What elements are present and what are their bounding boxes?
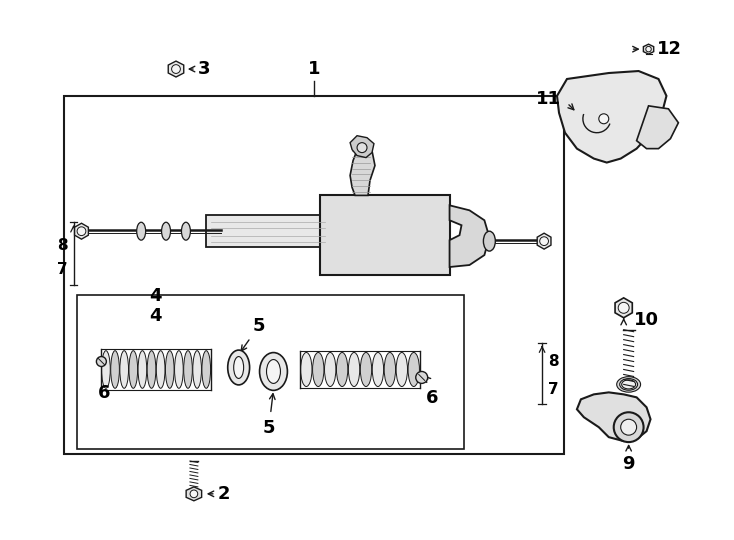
Ellipse shape [202, 350, 211, 388]
Bar [76, 295, 465, 449]
Ellipse shape [372, 353, 384, 387]
Text: 2: 2 [218, 485, 230, 503]
Polygon shape [577, 393, 650, 441]
Ellipse shape [622, 380, 636, 389]
Ellipse shape [193, 350, 201, 388]
Ellipse shape [111, 350, 120, 388]
Ellipse shape [484, 231, 495, 251]
Circle shape [172, 65, 181, 73]
Text: 11: 11 [536, 90, 561, 108]
Polygon shape [75, 223, 88, 239]
Text: 6: 6 [98, 384, 111, 402]
Text: 8: 8 [57, 238, 68, 253]
Circle shape [599, 114, 608, 124]
Bar [320, 195, 449, 275]
Text: 6: 6 [426, 389, 438, 407]
Bar [206, 215, 330, 247]
Circle shape [646, 46, 651, 52]
Ellipse shape [228, 350, 250, 385]
Polygon shape [350, 136, 374, 158]
Polygon shape [644, 44, 654, 54]
Polygon shape [636, 106, 678, 148]
Polygon shape [350, 146, 375, 195]
Text: 5: 5 [262, 419, 275, 437]
Bar [64, 96, 564, 454]
Circle shape [357, 143, 367, 153]
Ellipse shape [129, 350, 137, 388]
Ellipse shape [617, 376, 641, 392]
Text: 5: 5 [252, 316, 265, 335]
Ellipse shape [260, 353, 288, 390]
Polygon shape [168, 61, 184, 77]
Circle shape [618, 302, 629, 313]
Circle shape [77, 227, 86, 235]
Ellipse shape [324, 353, 336, 387]
Text: 3: 3 [198, 60, 211, 78]
Text: 7: 7 [57, 262, 68, 278]
Text: 12: 12 [656, 40, 681, 58]
Ellipse shape [396, 353, 407, 387]
Ellipse shape [184, 350, 192, 388]
Ellipse shape [138, 350, 147, 388]
Ellipse shape [233, 356, 244, 379]
Text: 10: 10 [633, 310, 658, 329]
Ellipse shape [384, 353, 396, 387]
Circle shape [621, 419, 636, 435]
Polygon shape [557, 71, 666, 163]
Polygon shape [615, 298, 632, 318]
Ellipse shape [120, 350, 128, 388]
Ellipse shape [137, 222, 145, 240]
Ellipse shape [101, 350, 110, 388]
Text: 7: 7 [548, 382, 559, 397]
Polygon shape [537, 233, 551, 249]
Ellipse shape [96, 356, 106, 367]
Ellipse shape [161, 222, 170, 240]
Ellipse shape [336, 353, 348, 387]
Text: 8: 8 [548, 354, 559, 369]
Text: 1: 1 [308, 60, 320, 78]
Ellipse shape [181, 222, 190, 240]
Text: 4: 4 [149, 307, 161, 325]
Polygon shape [186, 487, 202, 501]
Text: 4: 4 [149, 287, 161, 305]
Ellipse shape [266, 360, 280, 383]
Text: 9: 9 [622, 455, 635, 473]
Ellipse shape [156, 350, 165, 388]
Polygon shape [449, 205, 490, 267]
Ellipse shape [175, 350, 184, 388]
Circle shape [190, 490, 197, 498]
Ellipse shape [360, 353, 371, 387]
Ellipse shape [349, 353, 360, 387]
Circle shape [539, 237, 548, 246]
Ellipse shape [408, 353, 419, 387]
Ellipse shape [415, 372, 428, 383]
Ellipse shape [165, 350, 174, 388]
Ellipse shape [313, 353, 324, 387]
Ellipse shape [301, 353, 312, 387]
Ellipse shape [619, 379, 638, 390]
Ellipse shape [148, 350, 156, 388]
Circle shape [614, 412, 644, 442]
